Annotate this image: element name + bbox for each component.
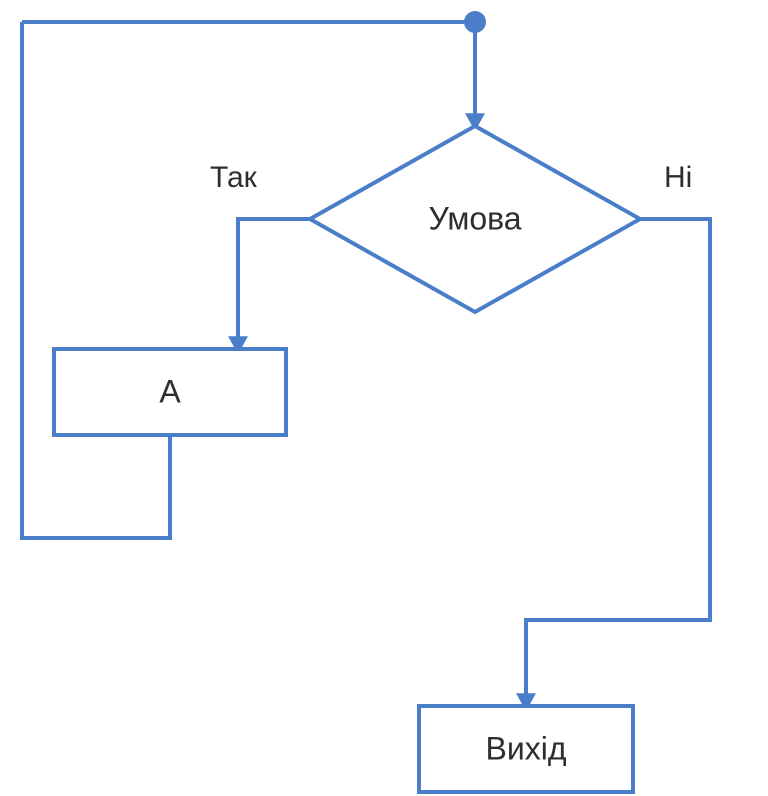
nodes: Умова А Вихід <box>54 11 640 792</box>
exit-label: Вихід <box>486 730 567 766</box>
edge-processA_back <box>22 22 170 538</box>
edge-label-decision_no: Ні <box>664 161 692 194</box>
decision-label: Умова <box>428 200 521 236</box>
edge-label-decision_yes: Так <box>210 161 258 194</box>
flowchart: Умова А Вихід Так Ні <box>0 0 768 796</box>
edge-decision_no <box>526 219 710 706</box>
edge-decision_yes <box>238 219 310 349</box>
processA-label: А <box>159 373 181 409</box>
junction-node <box>464 11 486 33</box>
